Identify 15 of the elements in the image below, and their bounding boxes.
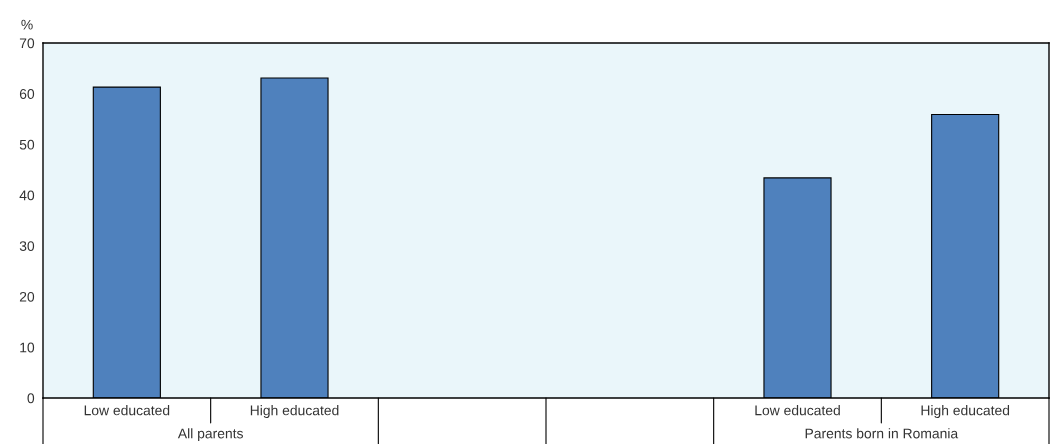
y-tick-label: 50: [19, 139, 35, 150]
text: Parents born in Romania: [805, 428, 959, 439]
y-axis-title: %: [21, 19, 33, 30]
y-tick-label: 0: [27, 393, 35, 404]
x-tick-label: Low educated: [755, 405, 840, 416]
y-tick-label: 70: [19, 38, 35, 49]
x-tick-label: Low educated: [84, 405, 170, 416]
y-tick-label: 60: [19, 89, 35, 99]
y-tick-label: 10: [20, 342, 35, 353]
y-tick-label: 20: [19, 291, 35, 302]
text: All parents: [177, 428, 243, 442]
x-tick-label: High educated: [921, 405, 1010, 419]
y-tick-label: 30: [19, 241, 35, 252]
x-tick-label: High educated: [250, 405, 339, 419]
y-tick-label: 40: [19, 190, 35, 201]
